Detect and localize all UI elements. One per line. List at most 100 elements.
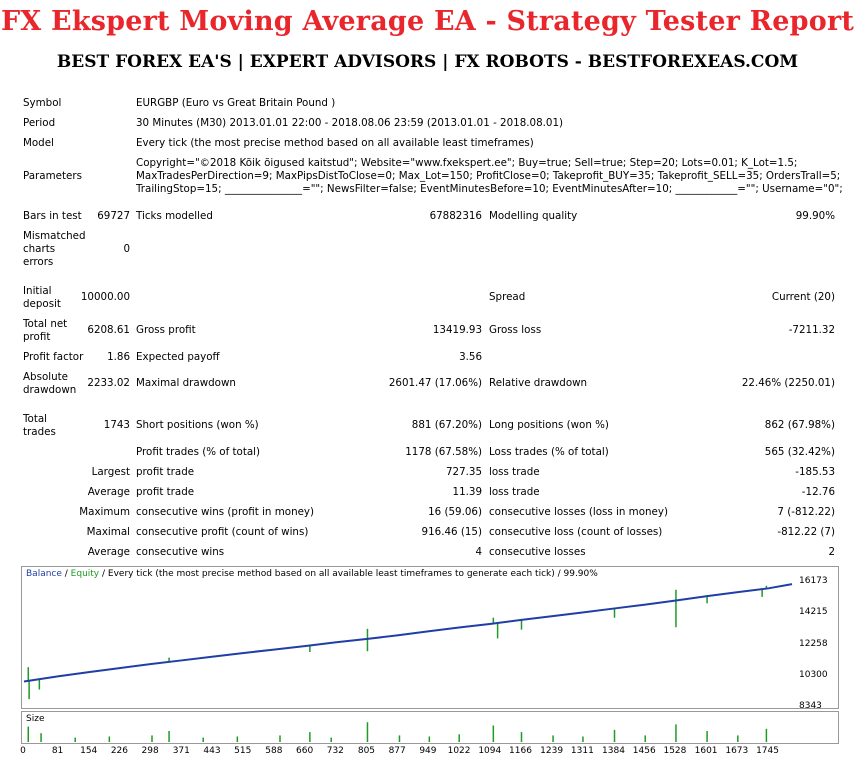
y-tick-label: 12258: [799, 638, 828, 649]
grossprofit-label: Gross profit: [136, 324, 196, 336]
x-tick-label: 1528: [663, 746, 687, 756]
size-chart-plot: [27, 722, 768, 742]
maximal-profit-label: consecutive profit (count of wins): [136, 526, 309, 538]
balance-line: [23, 583, 793, 683]
avg-consecutive-losses-value: 2: [828, 546, 835, 558]
average-profit-value: 11.39: [452, 486, 482, 498]
x-tick-label: 588: [265, 746, 283, 756]
x-tick-label: 0: [20, 746, 26, 756]
x-tick-label: 660: [296, 746, 314, 756]
x-tick-label: 1166: [509, 746, 532, 756]
x-tick-label: 81: [51, 746, 64, 756]
bars-value: 69727: [97, 210, 130, 222]
profitfactor-label: Profit factor: [23, 351, 84, 363]
report-subtitle: BEST FOREX EA'S | EXPERT ADVISORS | FX R…: [56, 52, 799, 72]
short-label: Short positions (won %): [136, 419, 259, 431]
maximal-label: Maximal: [86, 526, 130, 538]
ticks-value: 67882316: [429, 210, 482, 222]
y-tick-label: 14215: [799, 607, 828, 618]
size-label: Size: [26, 714, 45, 724]
maximum-losses-label: consecutive losses (loss in money): [489, 506, 668, 518]
x-tick-label: 443: [203, 746, 221, 756]
maxdd-value: 2601.47 (17.06%): [388, 377, 482, 389]
ticks-label: Ticks modelled: [136, 210, 213, 222]
avg-consecutive-wins-label: consecutive wins: [136, 546, 225, 558]
largest-loss-label: loss trade: [489, 466, 540, 478]
x-tick-label: 1239: [540, 746, 564, 756]
x-tick-label: 1601: [694, 746, 718, 756]
reldd-label: Relative drawdown: [489, 377, 588, 389]
absdd-label-2: drawdown: [23, 384, 77, 396]
absdd-label-1: Absolute: [23, 371, 69, 383]
y-tick-label: 16173: [799, 576, 828, 586]
largest-loss-value: -185.53: [795, 466, 835, 478]
parameters-label: Parameters: [23, 170, 82, 182]
maxdd-label: Maximal drawdown: [136, 377, 236, 389]
trades-value: 1743: [103, 419, 130, 431]
period-value: 30 Minutes (M30) 2013.01.01 22:00 - 2018…: [136, 117, 564, 129]
grossprofit-value: 13419.93: [432, 324, 482, 336]
x-tick-label: 371: [172, 746, 190, 756]
parameters-line-1: Copyright="©2018 Kõik õigused kaitstud";…: [136, 157, 798, 169]
period-label: Period: [23, 117, 56, 129]
average-label: Average: [87, 486, 130, 498]
reldd-value: 22.46% (2250.01): [741, 377, 835, 389]
legend-separator: /: [61, 569, 71, 579]
trades-label-2: trades: [23, 426, 56, 438]
mismatch-label-3: errors: [23, 256, 54, 268]
long-value: 862 (67.98%): [764, 419, 835, 431]
maximum-wins-value: 16 (59.06): [428, 506, 482, 518]
netprofit-label-2: profit: [23, 331, 51, 343]
model-value: Every tick (the most precise method base…: [136, 137, 534, 149]
ltrades-label: Loss trades (% of total): [489, 446, 609, 458]
ptrades-label: Profit trades (% of total): [136, 446, 261, 458]
average-profit-label: profit trade: [136, 486, 195, 498]
profitfactor-value: 1.86: [107, 351, 130, 363]
x-tick-label: 877: [388, 746, 406, 756]
x-tick-label: 732: [326, 746, 344, 756]
y-tick-label: 10300: [799, 669, 828, 680]
parameters-line-3: TrailingStop=15; _______________=""; New…: [136, 183, 843, 195]
quality-label: Modelling quality: [489, 210, 578, 222]
absdd-value: 2233.02: [87, 377, 130, 389]
avg-consecutive-label: Average: [87, 546, 130, 558]
mismatch-label-1: Mismatched: [23, 230, 86, 242]
ptrades-value: 1178 (67.58%): [405, 446, 482, 458]
x-tick-label: 949: [419, 746, 437, 756]
mismatch-value: 0: [123, 243, 130, 255]
size-chart: Size: [21, 711, 839, 744]
payoff-label: Expected payoff: [136, 351, 220, 363]
balance-chart: Balance / Equity / Every tick (the most …: [21, 566, 839, 709]
deposit-value: 10000.00: [80, 291, 130, 303]
parameters-line-2: MaxTradesPerDirection=9; MaxPipsDistToCl…: [136, 170, 841, 182]
deposit-label-1: Initial: [23, 285, 52, 297]
grossloss-label: Gross loss: [489, 324, 542, 336]
maximum-losses-value: 7 (-812.22): [777, 506, 835, 518]
spread-label: Spread: [489, 291, 526, 303]
quality-value: 99.90%: [795, 210, 835, 222]
report-title: FX Ekspert Moving Average EA - Strategy …: [0, 6, 855, 37]
x-tick-label: 298: [141, 746, 159, 756]
symbol-label: Symbol: [23, 97, 62, 109]
model-label: Model: [23, 137, 54, 149]
deposit-label-2: deposit: [23, 298, 61, 310]
legend-balance: Balance: [26, 569, 62, 579]
payoff-value: 3.56: [459, 351, 482, 363]
x-tick-label: 1745: [756, 746, 779, 756]
largest-profit-label: profit trade: [136, 466, 195, 478]
average-loss-label: loss trade: [489, 486, 540, 498]
netprofit-value: 6208.61: [87, 324, 130, 336]
x-tick-label: 1456: [632, 746, 656, 756]
long-label: Long positions (won %): [489, 419, 609, 431]
x-tick-label: 1022: [447, 746, 471, 756]
x-tick-label: 1384: [602, 746, 625, 756]
largest-label: Largest: [91, 466, 130, 478]
x-tick-label: 154: [80, 746, 98, 756]
largest-profit-value: 727.35: [445, 466, 482, 478]
maximal-loss-value: -812.22 (7): [777, 526, 835, 538]
short-value: 881 (67.20%): [411, 419, 482, 431]
avg-consecutive-wins-value: 4: [475, 546, 482, 558]
chart-legend: Balance / Equity / Every tick (the most …: [26, 569, 598, 579]
legend-equity: Equity: [70, 569, 100, 579]
spread-value: Current (20): [771, 291, 835, 303]
